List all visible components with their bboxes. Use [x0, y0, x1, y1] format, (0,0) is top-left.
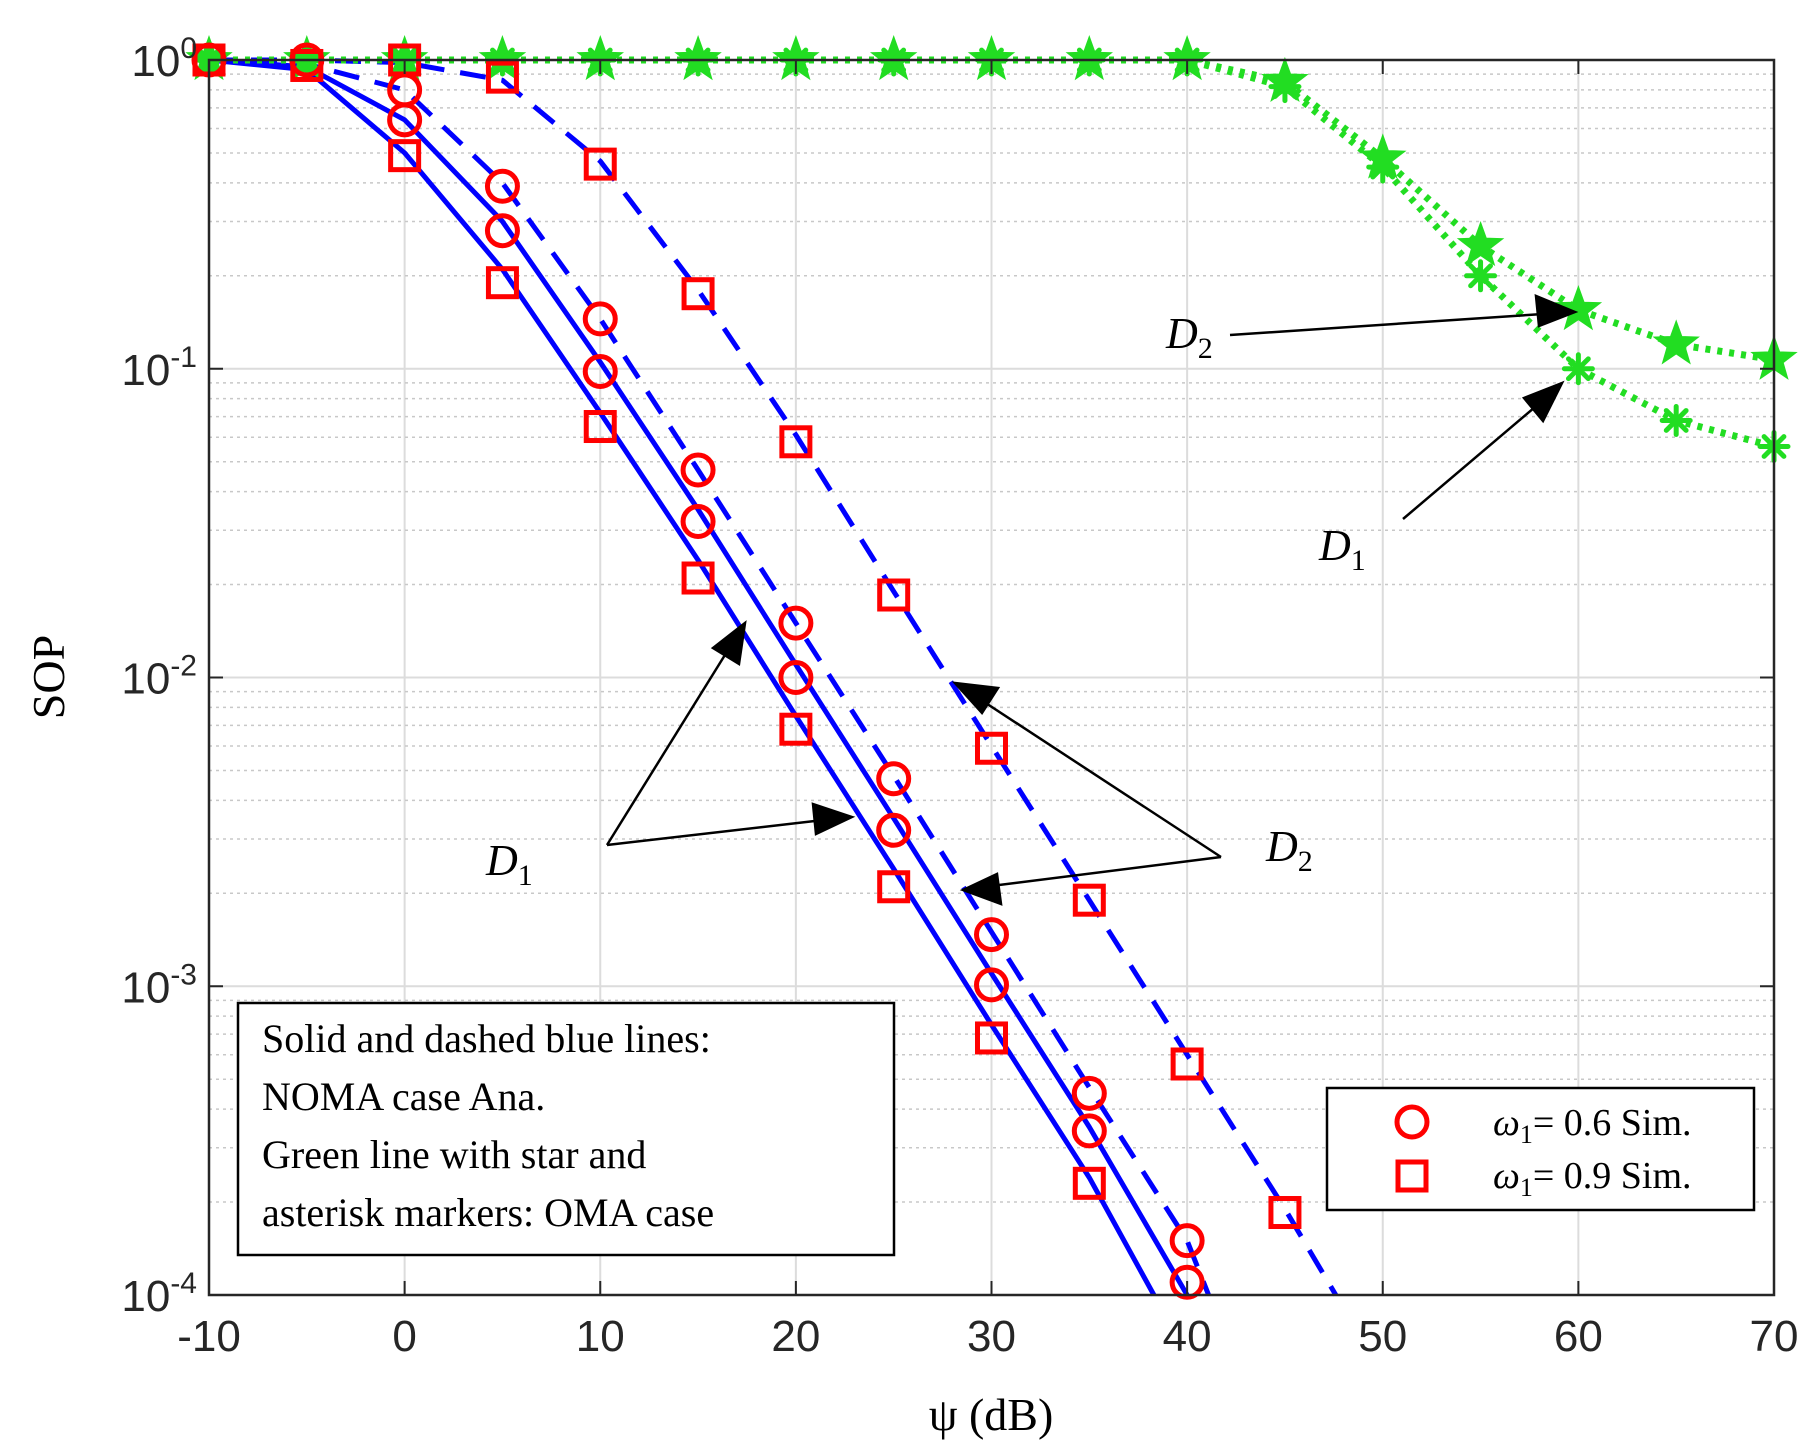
series-line-3	[209, 57, 1338, 1297]
circle-marker-17	[1071, 1113, 1107, 1149]
square-marker-13	[877, 870, 911, 904]
series-line-0	[208, 57, 1190, 1297]
x-axis-ticks: -10 0 10 20 30 40 50 60 70	[177, 60, 1798, 1361]
square-marker-14	[975, 731, 1008, 765]
y-tick-label-4: 10-4	[121, 1267, 197, 1321]
arrow-d2-mid-lower	[982, 855, 1222, 889]
circle-marker-18	[1169, 1223, 1205, 1259]
circle-marker-5	[484, 213, 520, 249]
square-marker-17	[1072, 1166, 1106, 1200]
arrow-d2-top	[1229, 311, 1559, 337]
x-tick-label-5: 40	[1163, 1312, 1212, 1361]
arrow-d2-top-head	[1534, 294, 1579, 328]
circle-marker-9	[680, 504, 716, 540]
arrow-d1-top	[1402, 395, 1549, 520]
arrow-d1-left-upper-head	[710, 620, 747, 667]
note-box-frame	[236, 1001, 896, 1257]
note-line-4: asterisk markers: OMA case	[262, 1190, 714, 1235]
circle-marker-13	[876, 812, 912, 848]
y-tick-label-0: 100	[131, 32, 197, 86]
circle-marker-4	[484, 168, 520, 204]
legend-square-marker	[1395, 1159, 1429, 1193]
annotation-d2-top: D2	[1165, 309, 1213, 365]
arrow-d1-left-lower	[606, 817, 833, 847]
star-marker-15	[1652, 319, 1700, 365]
star-marker-14	[1554, 285, 1603, 331]
square-marker-1	[290, 48, 324, 82]
y-tick-label-2: 10-2	[121, 650, 197, 704]
series-line-1	[208, 57, 1157, 1297]
square-marker-10	[779, 425, 813, 459]
arrow-d1-top-head	[1521, 380, 1565, 424]
circle-marker-16	[1071, 1075, 1107, 1111]
asterisk-stroke	[1272, 74, 1298, 100]
x-tick-label-8: 70	[1750, 1312, 1799, 1361]
asterisk-stroke	[1565, 356, 1591, 382]
square-marker-8	[681, 277, 715, 311]
asterisk-stroke	[1370, 154, 1396, 180]
x-tick-label-6: 50	[1358, 1312, 1407, 1361]
arrow-d2-mid-upper	[971, 692, 1222, 859]
annotation-d2-right: D2	[1265, 822, 1313, 878]
star-marker-13	[1456, 220, 1505, 267]
annotation-d1-top: D1	[1318, 521, 1366, 577]
arrow-d2-mid-upper-head	[951, 681, 1001, 716]
note-box: Solid and dashed blue lines: NOMA case A…	[236, 1001, 896, 1257]
square-marker-19	[1268, 1196, 1302, 1230]
x-tick-label-4: 30	[967, 1312, 1016, 1361]
asterisk-marker-15	[1659, 403, 1693, 437]
note-line-3: Green line with star and	[262, 1132, 646, 1177]
legend-circle-marker	[1394, 1104, 1430, 1140]
x-tick-label-3: 20	[771, 1312, 820, 1361]
square-marker-18	[1170, 1047, 1204, 1081]
x-axis-title: ψ (dB)	[929, 1389, 1054, 1440]
square-marker-9	[681, 561, 715, 595]
x-tick-label-7: 60	[1554, 1312, 1603, 1361]
circle-marker-7	[582, 353, 618, 389]
circle-marker-10	[778, 605, 814, 641]
asterisk-marker-11	[1268, 70, 1302, 104]
arrow-d1-left-upper	[605, 641, 735, 846]
asterisk-marker-13	[1464, 259, 1498, 293]
x-tick-label-0: -10	[177, 1312, 241, 1361]
circle-marker-15	[974, 967, 1009, 1003]
square-marker-11	[779, 712, 813, 746]
annotation-d1-left: D1	[485, 836, 533, 892]
circle-marker-12	[876, 761, 912, 797]
legend-label-square: ω1= 0.9 Sim.	[1493, 1155, 1692, 1202]
y-axis-ticks: 100 10-1 10-2 10-3 10-4	[121, 32, 1774, 1321]
square-marker-3	[388, 139, 422, 173]
square-marker-16	[1072, 883, 1106, 917]
circle-marker-19	[1169, 1264, 1205, 1300]
circle-marker-3	[387, 102, 423, 138]
arrow-d1-left-lower-head	[811, 802, 856, 836]
square-marker-12	[877, 578, 911, 612]
note-line-1: Solid and dashed blue lines:	[262, 1016, 711, 1061]
asterisk-stroke	[1663, 408, 1689, 433]
legend: ω1= 0.6 Sim. ω1= 0.9 Sim.	[1325, 1086, 1756, 1212]
y-tick-label-3: 10-3	[121, 958, 197, 1012]
annotation-arrows	[605, 294, 1579, 906]
square-marker-15	[975, 1021, 1008, 1055]
asterisk-marker-12	[1366, 150, 1400, 184]
asterisk-stroke	[1468, 263, 1493, 289]
square-marker-4	[485, 60, 519, 94]
circle-marker-8	[680, 452, 716, 488]
circle-marker-6	[582, 301, 618, 337]
square-marker-7	[583, 410, 617, 444]
legend-label-circle: ω1= 0.6 Sim.	[1493, 1102, 1692, 1149]
note-line-2: NOMA case Ana.	[262, 1074, 545, 1119]
arrow-d2-mid-lower-head	[959, 872, 1003, 906]
y-axis-title: SOP	[23, 635, 74, 719]
x-tick-label-1: 0	[392, 1312, 416, 1361]
circle-marker-14	[974, 917, 1009, 953]
square-marker-6	[583, 147, 617, 181]
square-marker-5	[485, 266, 519, 300]
y-tick-label-1: 10-1	[121, 341, 197, 395]
circle-marker-11	[778, 660, 814, 695]
x-tick-label-2: 10	[576, 1312, 625, 1361]
asterisk-marker-14	[1561, 352, 1595, 386]
